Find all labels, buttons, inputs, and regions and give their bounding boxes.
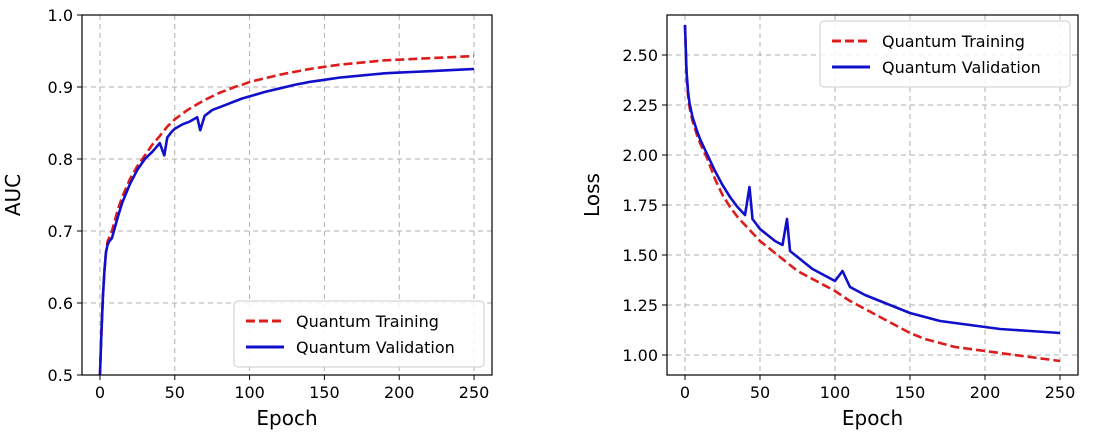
- legend-label: Quantum Validation: [296, 338, 455, 357]
- series-line-quantum-training: [98, 54, 475, 375]
- plot-frame: [666, 14, 1079, 376]
- x-tick-label: 50: [165, 383, 185, 402]
- x-tick-label: 250: [459, 383, 490, 402]
- legend: Quantum Training Quantum Validation: [819, 20, 1071, 88]
- legend: Quantum Training Quantum Validation: [233, 300, 485, 368]
- y-tick-label: 0.7: [48, 222, 73, 241]
- x-tick-label: 250: [1045, 383, 1076, 402]
- legend-label: Quantum Training: [882, 32, 1025, 51]
- y-tick-label: 1.00: [622, 346, 658, 365]
- y-tick-label: 2.25: [622, 96, 658, 115]
- y-tick-label: 2.00: [622, 146, 658, 165]
- legend-box: [819, 20, 1071, 88]
- legend-label: Quantum Validation: [882, 58, 1041, 77]
- x-axis-label: Epoch: [256, 406, 317, 430]
- y-tick-label: 1.0: [48, 6, 73, 25]
- x-tick-label: 0: [95, 383, 105, 402]
- y-axis-label: Loss: [580, 173, 604, 217]
- series-line-quantum-validation: [683, 24, 1061, 335]
- legend-box: [233, 300, 485, 368]
- legend-label: Quantum Training: [296, 312, 439, 331]
- x-tick-label: 150: [309, 383, 340, 402]
- auc-chart: 0 50 100 150 200 250 0.5 0.6 0.7 0.8 0.9 1.0 Epoch AU…: [1, 6, 493, 430]
- y-tick-label: 0.8: [48, 150, 73, 169]
- x-tick-label: 100: [234, 383, 265, 402]
- x-tick-label: 50: [750, 383, 770, 402]
- y-tick-label: 0.6: [48, 294, 73, 313]
- plot-frame: [81, 14, 493, 376]
- y-tick-label: 1.75: [622, 196, 658, 215]
- y-tick-label: 1.25: [622, 296, 658, 315]
- y-tick-label: 1.50: [622, 246, 658, 265]
- y-tick-label: 0.5: [48, 366, 73, 385]
- series-line-quantum-training: [683, 24, 1061, 363]
- x-tick-label: 100: [820, 383, 851, 402]
- y-axis-label: AUC: [1, 174, 25, 216]
- x-tick-label: 0: [680, 383, 690, 402]
- series-line-quantum-validation: [98, 67, 475, 375]
- x-tick-label: 200: [970, 383, 1001, 402]
- loss-chart: 0 50 100 150 200 250 1.00 1.25 1.50 1.75 2.00 2.25 2…: [580, 14, 1079, 430]
- x-axis-label: Epoch: [842, 406, 903, 430]
- y-tick-label: 0.9: [48, 78, 73, 97]
- x-tick-label: 150: [895, 383, 926, 402]
- y-tick-label: 2.50: [622, 46, 658, 65]
- x-tick-label: 200: [384, 383, 415, 402]
